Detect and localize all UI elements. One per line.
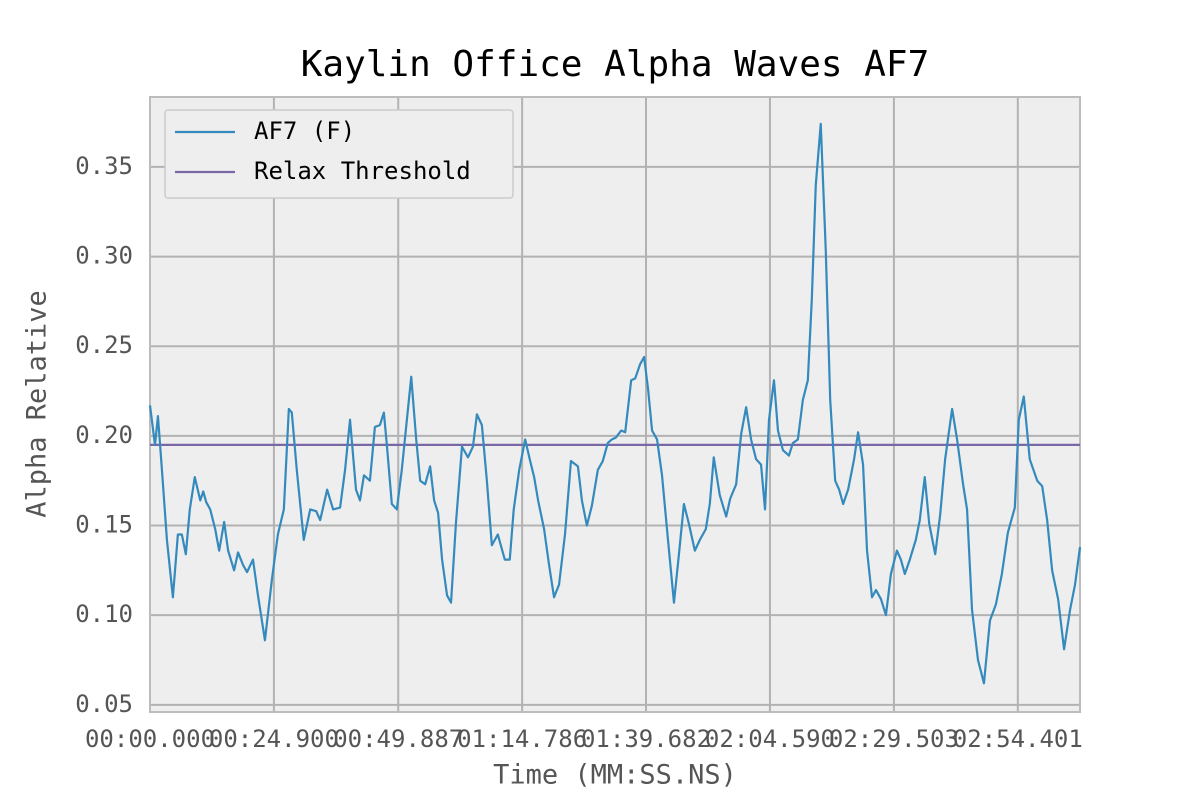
x-tick-label: 01:14.786 [457, 725, 587, 753]
y-tick-label: 0.25 [75, 331, 133, 359]
plot-frame [149, 96, 1081, 713]
x-tick-label: 00:00.000 [85, 725, 215, 753]
y-tick-label: 0.20 [75, 421, 133, 449]
x-tick-label: 01:39.682 [581, 725, 711, 753]
legend-label: Relax Threshold [254, 157, 471, 185]
y-tick-label: 0.10 [75, 600, 133, 628]
legend-box [164, 109, 514, 199]
x-axis-label: Time (MM:SS.NS) [493, 760, 737, 791]
line-series [148, 122, 1082, 685]
x-tick-label: 00:49.887 [333, 725, 463, 753]
y-tick-label: 0.35 [75, 152, 133, 180]
y-axis-label: Alpha Relative [22, 290, 53, 518]
x-tick-label: 02:29.503 [829, 725, 959, 753]
y-tick-label: 0.15 [75, 511, 133, 539]
x-tick-label: 02:54.401 [953, 725, 1083, 753]
chart-title: Kaylin Office Alpha Waves AF7 [301, 44, 930, 85]
x-tick-label: 02:04.590 [705, 725, 835, 753]
y-tick-label: 0.05 [75, 690, 133, 718]
y-tick-label: 0.30 [75, 242, 133, 270]
legend-label: AF7 (F) [254, 117, 355, 145]
x-tick-label: 00:24.900 [209, 725, 339, 753]
legend: AF7 (F) Relax Threshold [164, 109, 514, 199]
plot-area [150, 97, 1080, 712]
